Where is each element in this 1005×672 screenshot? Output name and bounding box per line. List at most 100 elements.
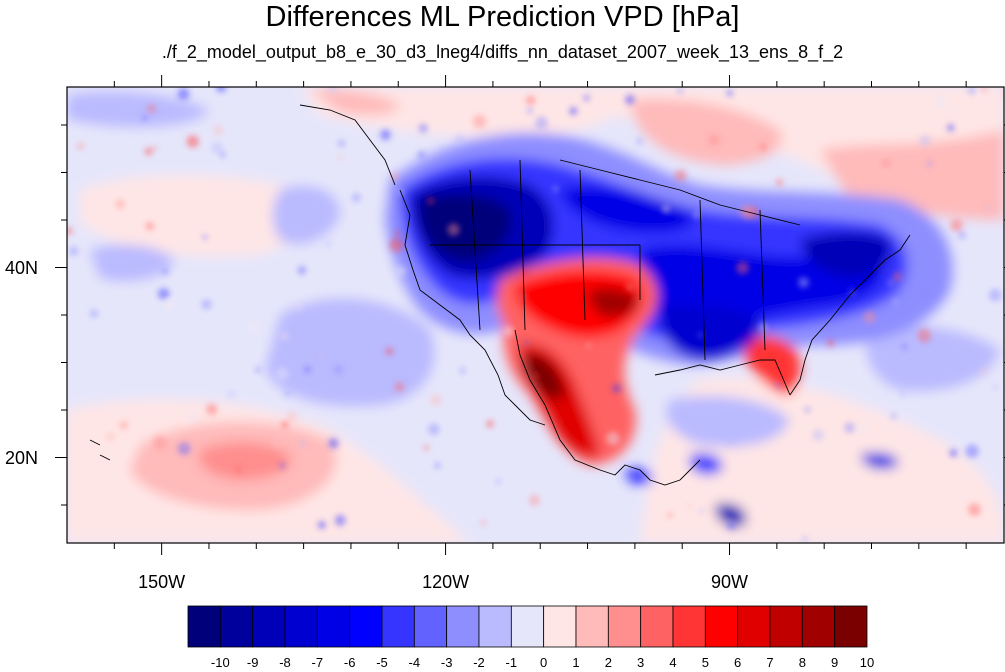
colorbar-tick-label: 0 bbox=[540, 655, 548, 670]
field-speckle bbox=[827, 339, 835, 347]
field-speckle bbox=[583, 94, 591, 102]
field-speckle bbox=[427, 423, 440, 436]
colorbar-swatch bbox=[510, 605, 545, 648]
field-speckle bbox=[698, 507, 705, 514]
y-tick-label: 40N bbox=[4, 257, 38, 278]
field-speckle bbox=[162, 268, 169, 275]
field-speckle bbox=[394, 382, 405, 392]
field-speckle bbox=[545, 99, 553, 107]
field-speckle bbox=[355, 365, 360, 371]
field-speckle bbox=[624, 94, 635, 105]
chart-subtitle: ./f_2_model_output_b8_e_30_d3_lneg4/diff… bbox=[161, 42, 844, 62]
field-speckle bbox=[569, 106, 578, 116]
field-speckle bbox=[535, 116, 548, 130]
colorbar-tick-label: -1 bbox=[505, 655, 518, 670]
field-speckle bbox=[693, 212, 700, 219]
field-speckle bbox=[67, 227, 73, 235]
field-speckle bbox=[802, 536, 808, 542]
colorbar-swatch bbox=[672, 605, 706, 648]
colorbar-swatch bbox=[381, 605, 415, 648]
field-speckle bbox=[503, 325, 515, 337]
field-speckle bbox=[147, 104, 156, 113]
field-speckle bbox=[318, 354, 323, 359]
field-speckle bbox=[187, 412, 198, 422]
field-speckle bbox=[678, 88, 683, 93]
field-speckle bbox=[153, 435, 167, 449]
field-speckle bbox=[946, 123, 955, 132]
field-speckle bbox=[667, 512, 673, 518]
field-speckle bbox=[857, 424, 867, 435]
field-speckle bbox=[957, 231, 967, 240]
field-speckle bbox=[525, 95, 536, 106]
colorbar-tick-label: 8 bbox=[798, 655, 806, 670]
field-speckle bbox=[495, 479, 501, 485]
field-speckle bbox=[202, 234, 208, 240]
colorbar-swatch bbox=[575, 605, 609, 648]
colorbar-swatch bbox=[704, 605, 739, 648]
x-tick-label: 150W bbox=[138, 572, 186, 592]
field-speckle bbox=[980, 367, 987, 375]
field-speckle bbox=[447, 223, 460, 236]
field-speckle bbox=[177, 87, 190, 100]
field-speckle bbox=[201, 528, 206, 533]
field-speckle bbox=[1000, 91, 1004, 96]
field-speckle bbox=[726, 89, 733, 97]
field-speckle bbox=[529, 494, 540, 506]
field-speckle bbox=[933, 96, 947, 109]
x-tick-label: 90W bbox=[711, 572, 749, 592]
field-speckle bbox=[423, 494, 435, 506]
field-speckle bbox=[328, 87, 338, 92]
field-speckle bbox=[725, 433, 737, 445]
colorbar-tick-label: 5 bbox=[701, 655, 709, 670]
field-speckle bbox=[304, 366, 311, 373]
field-speckle bbox=[281, 332, 289, 341]
field-speckle bbox=[157, 288, 170, 300]
field-speckle bbox=[775, 382, 781, 388]
field-speckle bbox=[351, 193, 361, 203]
field-speckle bbox=[396, 188, 404, 196]
colorbar-tick-label: -9 bbox=[246, 655, 259, 670]
colorbar-swatch bbox=[801, 605, 836, 648]
field-speckle bbox=[227, 390, 235, 398]
field-speckle bbox=[812, 429, 825, 442]
field-speckle bbox=[891, 413, 897, 419]
field-speckle bbox=[889, 391, 901, 403]
field-speckle bbox=[389, 238, 404, 253]
field-speckle bbox=[279, 462, 286, 469]
field-speckle bbox=[141, 115, 148, 122]
colorbar-tick-label: -6 bbox=[343, 655, 356, 670]
colorbar-tick-label: 10 bbox=[859, 655, 875, 670]
colorbar-tick-label: 1 bbox=[572, 655, 580, 670]
field-speckle bbox=[281, 420, 289, 428]
field-speckle bbox=[708, 134, 720, 146]
field-speckle bbox=[906, 335, 917, 345]
field-speckle bbox=[334, 514, 347, 527]
field-speckle bbox=[521, 294, 526, 299]
colorbar-tick-label: 2 bbox=[604, 655, 612, 670]
field-speckle bbox=[201, 299, 212, 310]
field-speckle bbox=[286, 411, 298, 422]
field-speckle bbox=[553, 186, 559, 192]
field-speckle bbox=[674, 169, 687, 182]
field-speckle bbox=[325, 241, 332, 248]
colorbar-swatch bbox=[446, 605, 480, 648]
colorbar-tick-label: -8 bbox=[279, 655, 291, 670]
field-speckle bbox=[430, 394, 442, 406]
field-speckle bbox=[986, 205, 991, 210]
colorbar-tick-label: -3 bbox=[440, 655, 453, 670]
x-tick-label: 120W bbox=[422, 572, 470, 592]
field-speckle bbox=[423, 444, 430, 451]
field-speckle bbox=[902, 343, 908, 349]
field-speckle bbox=[328, 438, 339, 449]
field-speckle bbox=[636, 138, 643, 145]
field-speckle bbox=[220, 151, 226, 158]
field-speckle bbox=[216, 87, 227, 93]
field-smooth-layer bbox=[67, 87, 1004, 543]
field-speckle bbox=[317, 520, 326, 530]
field-speckle bbox=[892, 298, 899, 305]
field-speckle bbox=[394, 230, 401, 237]
colorbar-swatch bbox=[349, 605, 383, 648]
chart-title: Differences ML Prediction VPD [hPa] bbox=[265, 1, 740, 33]
colorbar-tick-label: -4 bbox=[408, 655, 421, 670]
field-speckle bbox=[454, 134, 465, 145]
